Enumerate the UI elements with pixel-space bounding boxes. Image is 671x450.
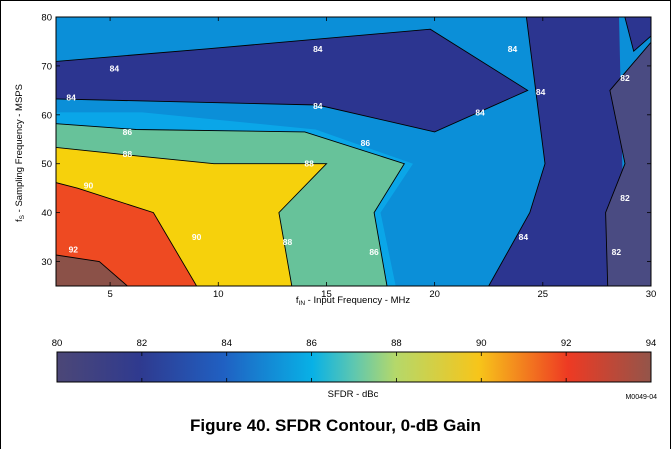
x-axis-label: fIN - Input Frequency - MHz	[296, 295, 410, 307]
y-tick-label: 30	[41, 257, 52, 268]
colorbar-tick-label: 84	[221, 338, 232, 349]
x-tick-label: 20	[429, 289, 440, 300]
colorbar-tick-label: 88	[391, 338, 402, 349]
contour-value-label: 84	[66, 93, 76, 103]
contour-value-label: 84	[536, 87, 546, 97]
x-axis-ticks: 5 10 15 20 25 30	[107, 17, 656, 300]
figure-caption: Figure 40. SFDR Contour, 0-dB Gain	[190, 416, 481, 435]
y-tick-label: 70	[41, 61, 52, 72]
y-tick-label: 50	[41, 159, 52, 170]
contour-value-label: 90	[84, 181, 94, 191]
colorbar-tick-label: 80	[52, 338, 63, 349]
contour-line	[56, 254, 128, 286]
contour-line	[605, 41, 651, 286]
y-tick-label: 40	[41, 208, 52, 219]
contour-value-label: 82	[612, 247, 622, 257]
x-tick-label: 15	[321, 289, 332, 300]
colorbar-tick-label: 90	[476, 338, 487, 349]
colorbar	[56, 351, 652, 383]
level-84-corner-region	[624, 17, 651, 52]
contour-value-label: 86	[361, 138, 371, 148]
contour-line	[624, 17, 651, 53]
contour-line	[56, 28, 529, 133]
contour-value-label: 86	[123, 127, 133, 137]
contour-value-label: 84	[313, 44, 323, 54]
x-tick-label: 30	[646, 289, 657, 300]
contour-value-label: 86	[369, 247, 379, 257]
x-tick-label: 5	[107, 289, 112, 300]
plot-border	[55, 16, 652, 287]
contour-value-label: 82	[620, 193, 630, 203]
colorbar-tick-label: 86	[306, 338, 317, 349]
contour-value-label: 88	[123, 149, 133, 159]
level-94-region	[56, 255, 128, 286]
colorbar-label: SFDR - dBc	[328, 389, 379, 400]
contour-value-label: 84	[519, 232, 529, 242]
contour-value-label: 84	[110, 63, 120, 73]
y-axis-ticks: 30 40 50 60 70 80	[41, 13, 651, 268]
colorbar-tick-label: 92	[561, 338, 572, 349]
contour-value-label: 90	[192, 232, 202, 242]
contour-line	[56, 146, 328, 286]
y-axis-label: fS - Sampling Frequency - MSPS	[14, 84, 26, 222]
contour-line	[56, 123, 405, 286]
contour-line	[488, 17, 546, 286]
contour-value-label: 92	[69, 244, 79, 254]
contour-value-label: 88	[304, 159, 314, 169]
level-82-region	[605, 42, 651, 286]
level-84-region	[56, 29, 528, 132]
figure-code: M0049-04	[625, 394, 657, 401]
contour-lines	[56, 17, 651, 286]
level-84-right-region	[488, 17, 625, 286]
contour-value-label: 84	[508, 44, 518, 54]
contour-value-label: 84	[313, 101, 323, 111]
colorbar-tick-label: 82	[137, 338, 148, 349]
contour-value-label: 88	[283, 237, 293, 247]
contour-labels: 84 84 84 84 84 84 84 82 86 86 88 88 90 90 88 86 84 82 82 92	[66, 44, 630, 257]
contour-value-label: 84	[475, 107, 485, 117]
contour-regions	[56, 17, 651, 286]
colorbar-tick-label: 94	[646, 338, 657, 349]
y-tick-label: 80	[41, 13, 52, 24]
contour-line	[56, 182, 197, 286]
x-tick-label: 10	[213, 289, 224, 300]
y-tick-label: 60	[41, 110, 52, 121]
contour-value-label: 82	[620, 73, 630, 83]
x-tick-label: 25	[538, 289, 549, 300]
colorbar-ticks: 80 82 84 86 88 90 92 94	[52, 338, 657, 382]
